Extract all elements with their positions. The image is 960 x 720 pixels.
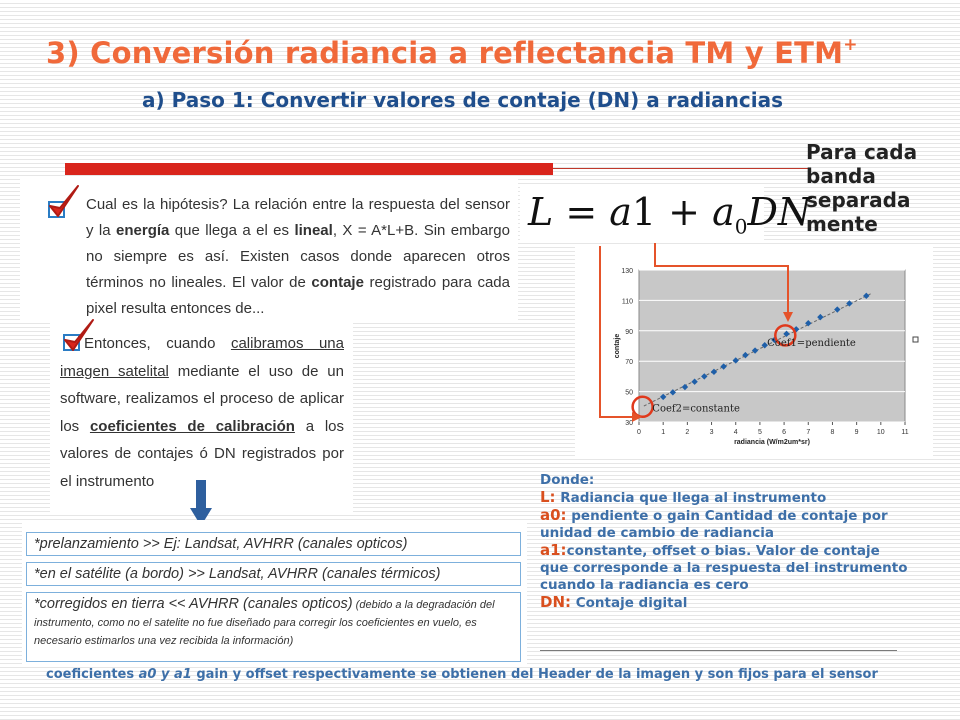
scatter-chart: 30 50 70 90 110 130 0 1 2 3 4 5 6 7 8 9 10 11 radiancia (W… bbox=[614, 268, 919, 446]
data-point bbox=[863, 292, 870, 300]
list-item: *en el satélite (a bordo) >> Landsat, AV… bbox=[26, 562, 521, 586]
hypothesis-text: Cual es la hipótesis? La relación entre … bbox=[86, 196, 510, 317]
y-tick-label: 50 bbox=[625, 390, 633, 397]
radiance-formula: L = a1 + a0DN bbox=[520, 186, 811, 243]
legend-heading: Donde: bbox=[540, 472, 595, 488]
y-tick-label: 90 bbox=[625, 329, 633, 336]
legend-item-a0: a0: pendiente o gain Cantidad de contaje… bbox=[540, 506, 888, 542]
legend-marker bbox=[912, 336, 919, 343]
page-title: 3) Conversión radiancia a reflectancia T… bbox=[46, 35, 858, 70]
checkmark-icon bbox=[49, 185, 79, 217]
variables-legend: Donde: L: Radiancia que llega al instrum… bbox=[540, 472, 910, 612]
list-item: *prelanzamiento >> Ej: Landsat, AVHRR (c… bbox=[26, 532, 521, 556]
data-point bbox=[846, 300, 853, 307]
x-tick-label: 4 bbox=[734, 429, 738, 436]
legend-item-L: L: Radiancia que llega al instrumento bbox=[540, 488, 827, 507]
data-point bbox=[732, 357, 739, 364]
x-tick-label: 0 bbox=[637, 429, 641, 436]
x-tick-label: 2 bbox=[685, 429, 689, 436]
calibration-panel: Entonces, cuando calibramos una imagen s… bbox=[50, 319, 353, 512]
x-tick-label: 9 bbox=[855, 429, 859, 436]
y-tick-label: 110 bbox=[622, 298, 633, 305]
calibration-chart: 30 50 70 90 110 130 0 1 2 3 4 5 6 7 8 9 10 11 radiancia (W… bbox=[575, 246, 933, 458]
footer-note: coeficientes a0 y a1 gain y offset respe… bbox=[46, 667, 878, 682]
red-divider-bar bbox=[65, 163, 553, 175]
x-tick-label: 7 bbox=[806, 429, 810, 436]
list-item: *corregidos en tierra << AVHRR (canales … bbox=[26, 592, 521, 662]
x-axis-label: radiancia (W/m2um*sr) bbox=[734, 439, 810, 446]
data-point bbox=[834, 306, 841, 313]
y-tick-label: 70 bbox=[625, 359, 633, 366]
slope-annotation: Coef1=pendiente bbox=[767, 338, 856, 349]
x-tick-label: 3 bbox=[710, 429, 714, 436]
x-tick-label: 1 bbox=[661, 429, 665, 436]
per-band-note: Para cada banda separada mente bbox=[806, 140, 918, 236]
x-tick-label: 6 bbox=[782, 429, 786, 436]
legend-item-a1: a1:constante, offset o bias. Valor de co… bbox=[540, 541, 908, 594]
checkmark-icon bbox=[64, 319, 94, 351]
slope-highlight-circle bbox=[774, 324, 797, 347]
y-axis-label: contaje bbox=[614, 334, 621, 359]
legend-item-dn: DN: Contaje digital bbox=[540, 593, 688, 612]
coefficients-source-panel: *prelanzamiento >> Ej: Landsat, AVHRR (c… bbox=[22, 520, 527, 667]
intercept-annotation: Coef2=constante bbox=[652, 403, 740, 414]
y-tick-label: 30 bbox=[625, 420, 633, 427]
x-tick-label: 10 bbox=[877, 429, 885, 436]
intercept-highlight-circle bbox=[631, 395, 654, 419]
page-subtitle: a) Paso 1: Convertir valores de contaje … bbox=[142, 88, 784, 112]
arrow-down-icon bbox=[190, 480, 212, 526]
red-divider-line bbox=[553, 168, 808, 169]
data-point bbox=[701, 373, 708, 380]
x-tick-label: 8 bbox=[831, 429, 835, 436]
x-tick-label: 11 bbox=[901, 429, 908, 436]
hypothesis-panel: Cual es la hipótesis? La relación entre … bbox=[20, 178, 518, 320]
calibration-text: Entonces, cuando calibramos una imagen s… bbox=[60, 335, 344, 490]
x-tick-label: 5 bbox=[758, 429, 762, 436]
y-tick-label: 130 bbox=[621, 268, 633, 275]
legend-underline bbox=[540, 650, 897, 651]
